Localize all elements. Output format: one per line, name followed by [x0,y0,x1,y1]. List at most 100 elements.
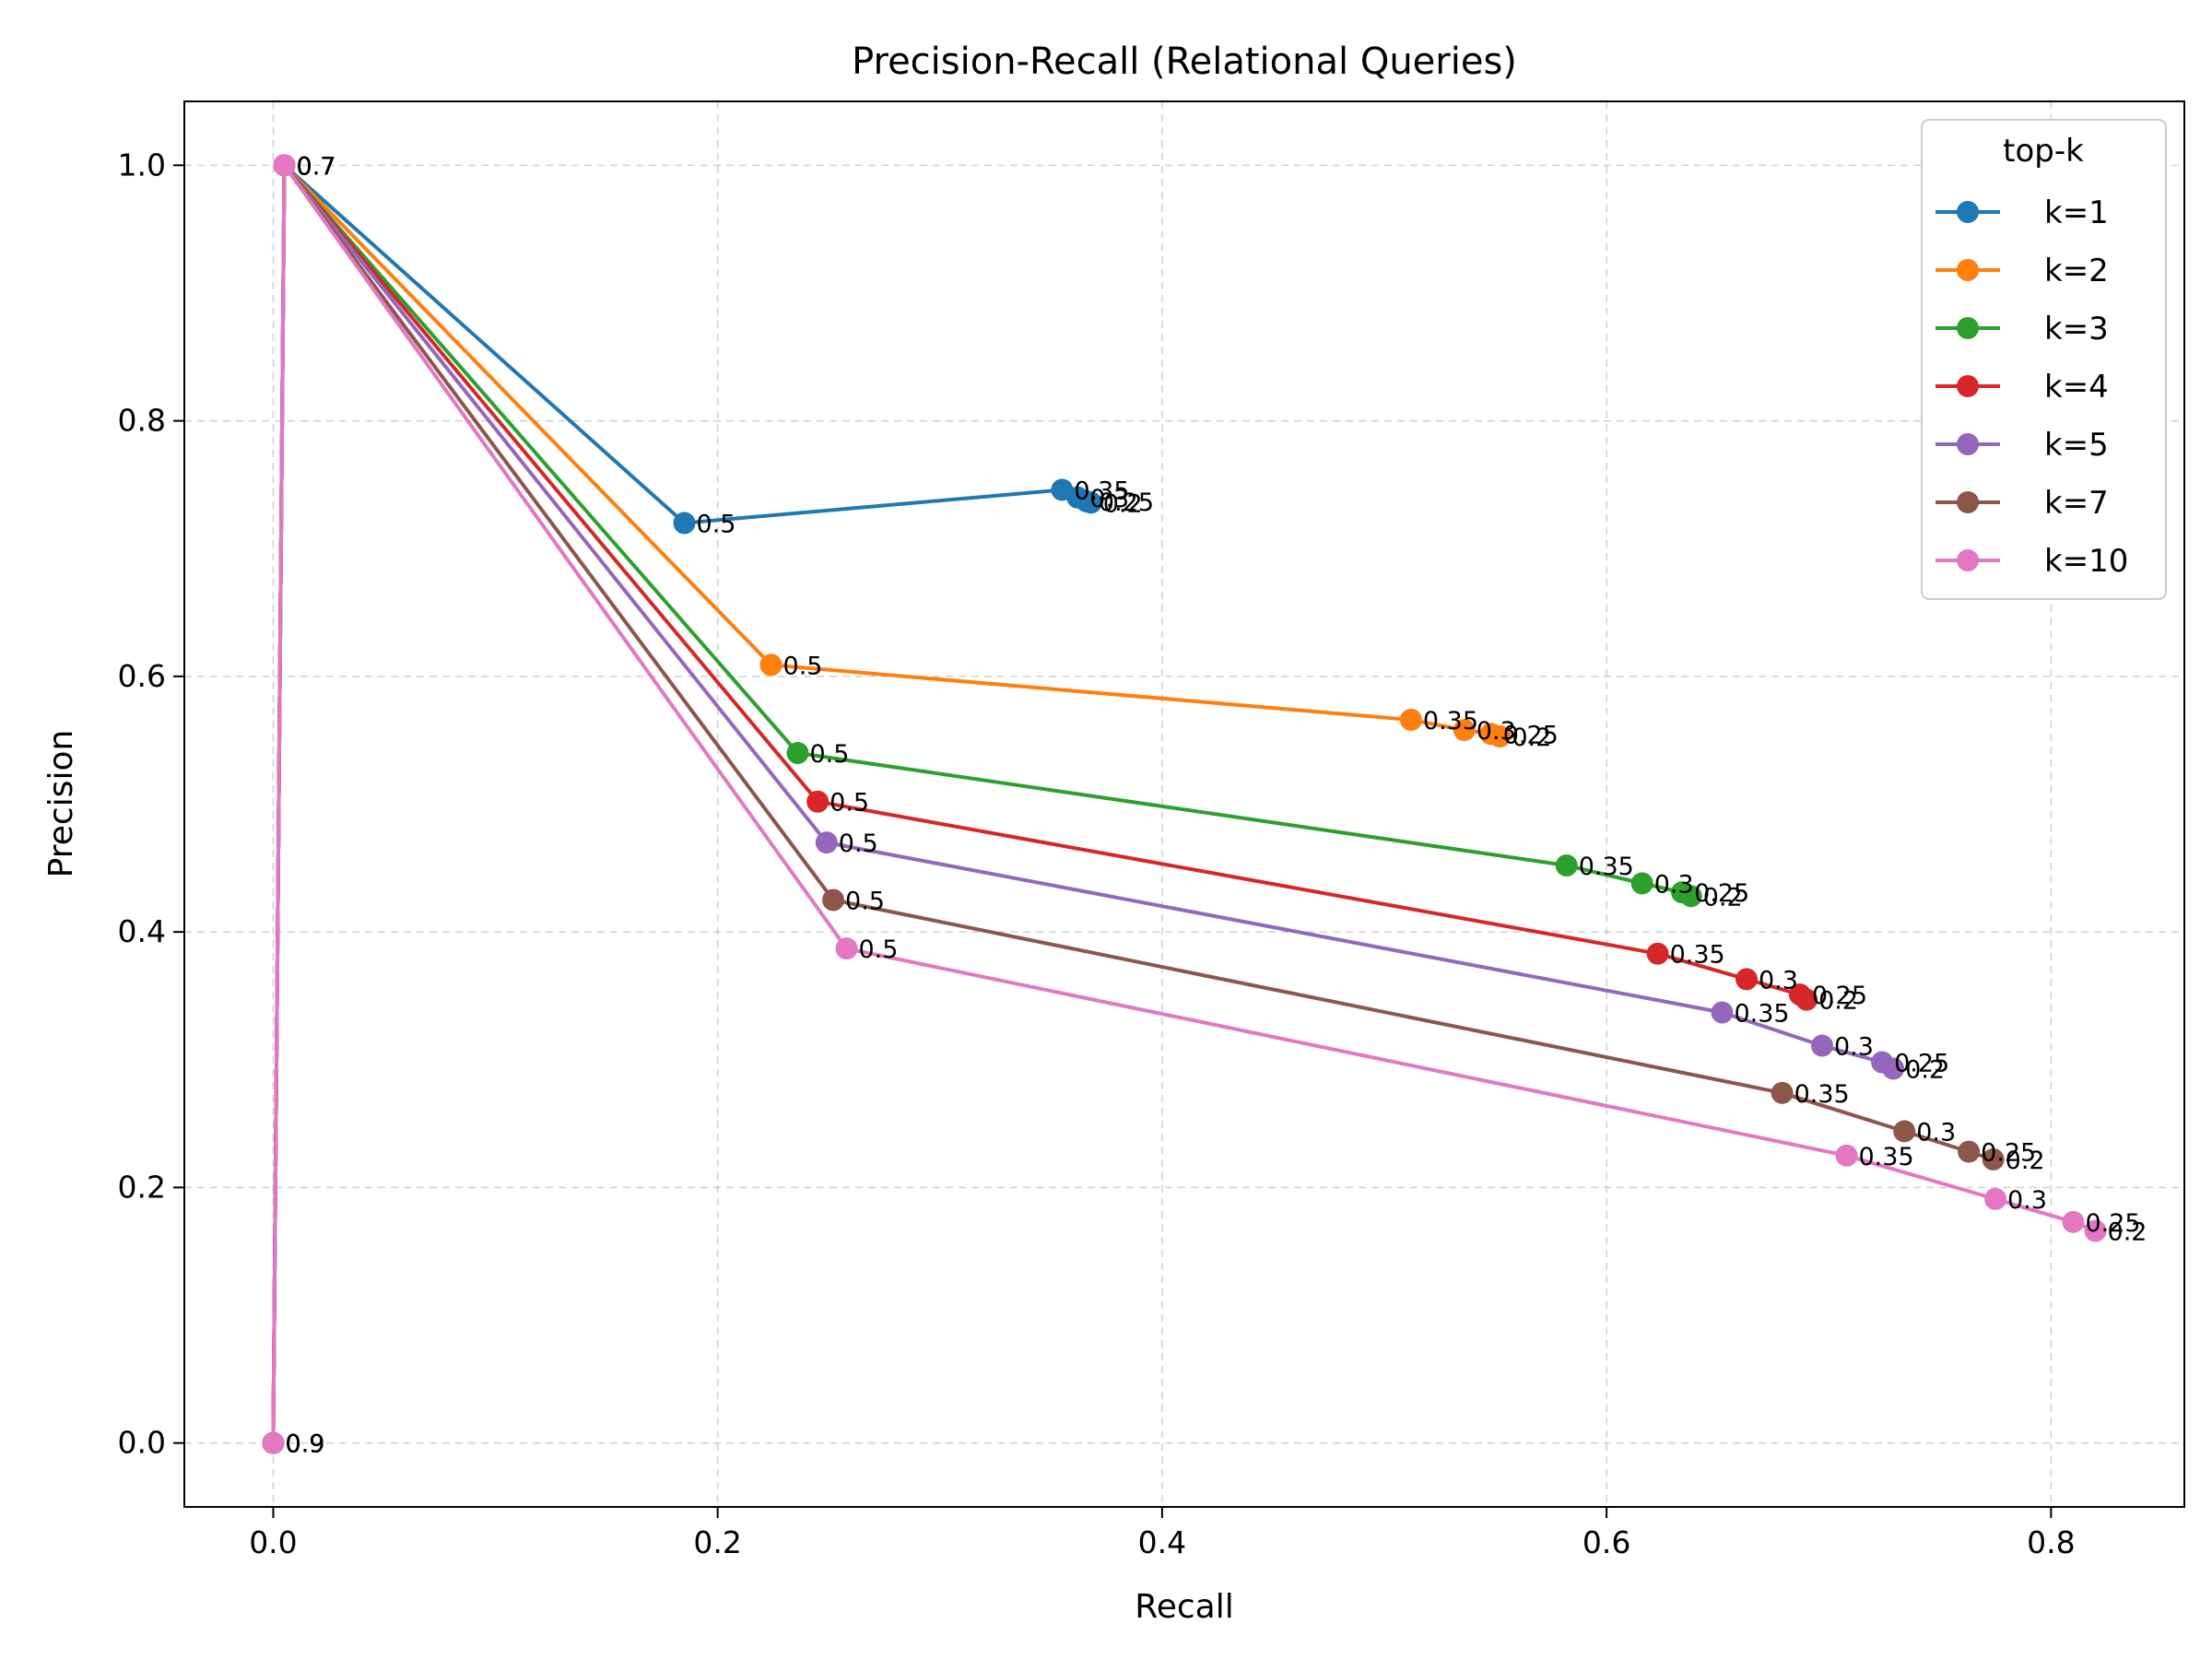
legend-label: k=5 [2044,427,2109,464]
data-label: 0.5 [839,830,878,858]
data-label: 0.3 [2007,1186,2047,1215]
data-label: 0.7 [297,152,336,181]
data-label: 0.3 [1089,485,1129,513]
data-point [1795,988,1818,1011]
data-point [262,1431,285,1454]
x-axis-ticks: 0.0 0.2 0.4 0.6 0.8 [249,1507,2076,1560]
x-tick-label: 0.2 [693,1524,741,1560]
legend-entry: k=10 [1936,543,2128,580]
legend-label: k=3 [2044,311,2109,347]
data-label: 0.25 [1503,721,1559,749]
data-label: 0.25 [1981,1139,2036,1168]
legend-entry: k=2 [1936,253,2109,289]
legend-box [1921,119,2167,600]
data-point [273,154,296,177]
data-point [822,888,845,912]
data-point [1835,1144,1858,1167]
data-point [786,742,809,765]
data-point [1555,854,1578,877]
data-label: 0.5 [859,935,899,964]
legend-swatch-marker [1957,259,1979,281]
data-point [1646,942,1669,965]
y-tick-label: 0.2 [118,1169,166,1205]
data-point [1735,968,1759,991]
data-label: 0.9 [285,1430,324,1459]
data-label: 0.35 [1074,477,1129,505]
data-label: 0.5 [809,740,849,769]
legend-label: k=1 [2044,194,2109,231]
data-point [835,937,858,960]
legend-label: k=2 [2044,253,2109,289]
y-tick-label: 0.0 [118,1425,166,1461]
legend-label: k=4 [2044,369,2109,406]
data-label: 0.9 [285,1430,324,1459]
data-point [1958,1140,1981,1163]
legend-swatch-marker [1957,375,1979,397]
data-label: 0.2 [1103,489,1143,518]
data-label: 0.5 [845,887,885,915]
data-point [815,831,838,854]
legend-title: top-k [2003,133,2084,170]
legend-label: k=10 [2044,543,2128,580]
data-label: 0.35 [1670,941,1725,970]
data-label: 0.2 [2108,1218,2147,1247]
data-label: 0.7 [297,152,336,181]
data-label: 0.9 [285,1430,324,1459]
plot-area-frame [183,100,2185,1508]
legend-entry: k=3 [1936,311,2109,347]
legend-swatch-marker [1957,549,1979,571]
data-label: 0.3 [1654,870,1694,899]
data-label: 0.35 [1859,1143,1914,1171]
data-label: 0.25 [1099,488,1154,517]
data-label: 0.5 [783,652,823,680]
data-point [1488,725,1512,748]
x-tick-label: 0.4 [1138,1524,1186,1560]
y-axis-label: Precision [42,730,80,878]
data-point [1711,1001,1734,1024]
chart-title: Precision-Recall (Relational Queries) [852,41,1517,83]
data-label: 0.25 [2085,1209,2140,1238]
data-label: 0.35 [1423,707,1478,735]
data-label: 0.3 [1834,1033,1874,1062]
y-axis-ticks: 0.0 0.2 0.4 0.6 0.8 1.0 [118,147,184,1461]
data-label: 0.3 [1477,717,1516,746]
data-point [1982,1147,2005,1171]
data-point [1882,1057,1905,1080]
data-point [1399,709,1422,731]
data-label: 0.7 [297,152,336,181]
data-label: 0.2 [1905,1055,1945,1084]
legend-label: k=7 [2044,485,2109,522]
data-point [759,653,782,677]
grid-lines [184,101,2184,1507]
data-point [1630,872,1653,895]
data-label: 0.35 [1794,1080,1850,1109]
legend-swatch-marker [1957,433,1979,455]
data-point [1893,1120,1916,1143]
data-point [806,790,830,813]
data-label: 0.7 [297,152,336,181]
data-point [1810,1034,1833,1057]
legend-entry: k=5 [1936,427,2109,464]
legend-entry: k=7 [1936,485,2109,522]
legend-swatch-marker [1957,317,1979,339]
y-tick-label: 1.0 [118,147,166,182]
data-point [673,512,696,535]
data-label: 0.7 [297,152,336,181]
data-point [1771,1081,1794,1104]
x-axis-label: Recall [1135,1588,1233,1626]
data-point [1679,885,1702,908]
data-label: 0.3 [1916,1118,1956,1147]
series-layer: 0.90.70.50.350.30.250.20.90.70.50.350.30… [262,152,2147,1459]
data-label: 0.35 [1734,999,1789,1028]
legend-items: k=1 k=2 k=3 k=4 k=5 k=7 k=10 [1936,194,2128,580]
data-label: 0.9 [285,1430,324,1459]
legend-entry: k=4 [1936,369,2109,406]
y-tick-label: 0.6 [118,658,166,694]
series-k=10: 0.90.70.50.350.30.250.2 [262,152,2147,1459]
data-label: 0.35 [1579,853,1634,881]
data-label: 0.5 [830,789,869,818]
data-label: 0.25 [1894,1050,1949,1078]
data-label: 0.2 [2006,1147,2045,1175]
data-label: 0.25 [1812,982,1867,1010]
